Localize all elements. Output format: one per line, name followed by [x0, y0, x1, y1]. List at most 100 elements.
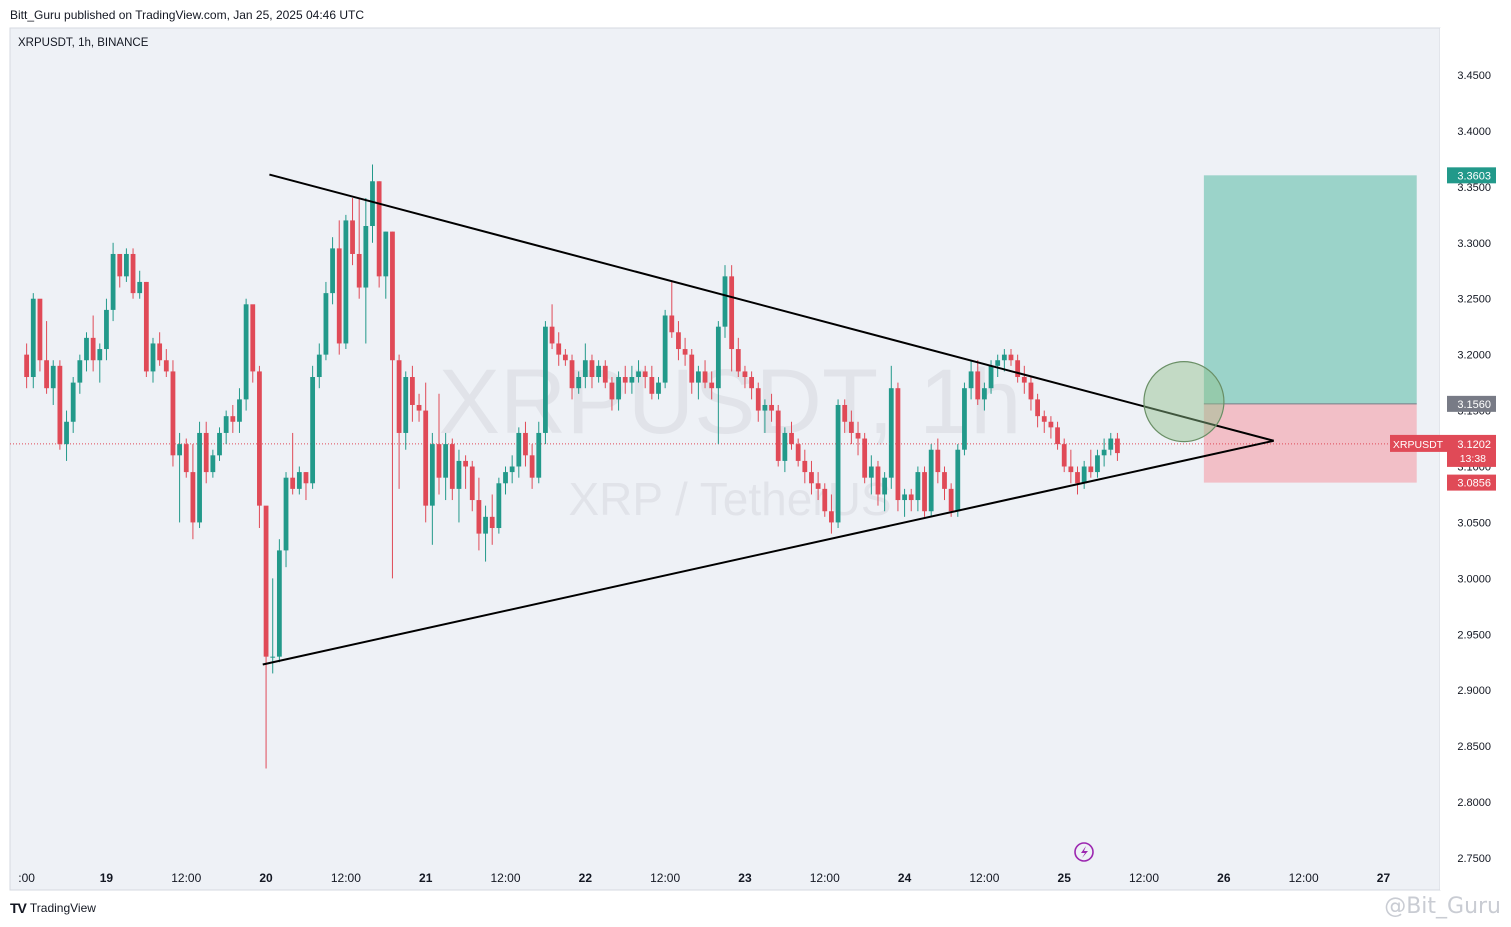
- candle: [962, 382, 967, 456]
- candle-body: [1048, 421, 1054, 428]
- candle-body: [137, 281, 143, 294]
- candle-body: [656, 382, 661, 394]
- candle: [875, 460, 881, 506]
- candle: [702, 360, 708, 389]
- candle: [536, 421, 542, 484]
- candle: [449, 438, 455, 501]
- candle: [795, 438, 801, 467]
- candle-body: [263, 505, 269, 657]
- candle: [183, 438, 189, 478]
- stop-zone[interactable]: [1203, 403, 1417, 483]
- candle: [396, 354, 402, 489]
- candle: [642, 365, 648, 389]
- candle: [77, 354, 83, 394]
- x-tick-label: :00: [18, 871, 35, 885]
- candle-body: [396, 360, 402, 433]
- tradingview-logo[interactable]: TV TradingView: [10, 900, 96, 916]
- y-tick-label: 3.0000: [1457, 573, 1491, 585]
- candle: [223, 410, 229, 445]
- candle-body: [875, 466, 881, 495]
- candle: [237, 388, 242, 433]
- candle: [170, 360, 176, 467]
- candle-body: [489, 516, 495, 529]
- candle-body: [283, 477, 289, 551]
- candle-body: [177, 444, 182, 456]
- candle-body: [223, 416, 229, 433]
- candle: [190, 444, 196, 540]
- y-tick-label: 3.2500: [1457, 294, 1491, 306]
- candle: [416, 393, 422, 422]
- candle: [316, 343, 322, 389]
- candle-body: [902, 494, 907, 501]
- candle: [110, 242, 116, 322]
- candle: [117, 253, 123, 288]
- candle: [715, 321, 721, 445]
- candle: [476, 477, 482, 551]
- candle-body: [230, 416, 236, 422]
- candle-body: [696, 371, 701, 383]
- candle: [296, 466, 302, 495]
- candle-body: [576, 377, 582, 389]
- breakout-highlight-circle[interactable]: [1143, 361, 1225, 443]
- candle: [882, 472, 888, 512]
- candle-body: [197, 432, 202, 523]
- upper-trendline[interactable]: [269, 173, 1274, 442]
- candle: [250, 304, 256, 383]
- candle-body: [77, 360, 83, 383]
- candle: [157, 332, 163, 366]
- candle-body: [569, 360, 575, 389]
- candle: [410, 365, 415, 422]
- y-tick-label: 2.8000: [1457, 797, 1491, 809]
- x-tick-label: 12:00: [331, 871, 361, 885]
- candle-body: [1075, 472, 1080, 484]
- candle-body: [370, 181, 375, 227]
- candle: [516, 427, 522, 478]
- target-zone[interactable]: [1203, 175, 1417, 404]
- candle-body: [90, 337, 96, 361]
- candle-body: [210, 455, 216, 473]
- candle-body: [429, 444, 435, 506]
- candle-body: [449, 444, 455, 489]
- candle-body: [1061, 444, 1067, 467]
- candle-body: [1028, 382, 1034, 400]
- candle: [848, 410, 854, 445]
- candle: [50, 360, 56, 405]
- candle: [509, 455, 515, 484]
- candle: [669, 281, 675, 338]
- y-tick-label: 3.4500: [1457, 70, 1491, 82]
- candle: [928, 444, 934, 517]
- candle: [197, 421, 202, 529]
- candle: [343, 214, 349, 350]
- candle-body: [64, 421, 69, 445]
- candle-body: [276, 550, 282, 657]
- alert-lightning-icon[interactable]: [1074, 842, 1094, 862]
- candle-body: [70, 382, 76, 422]
- candle-body: [636, 371, 641, 378]
- candle-body: [982, 388, 987, 400]
- candle: [350, 198, 355, 266]
- candle: [203, 421, 209, 484]
- lower-trendline[interactable]: [262, 439, 1274, 666]
- candle-body: [715, 326, 721, 389]
- x-tick-label: 12:00: [650, 871, 680, 885]
- candle-body: [356, 253, 362, 288]
- candle-body: [303, 472, 309, 484]
- candle: [1075, 466, 1080, 495]
- candle-body: [1095, 455, 1100, 473]
- candle: [616, 371, 621, 411]
- candle: [556, 332, 562, 366]
- x-tick-label: 12:00: [969, 871, 999, 885]
- candle-body: [935, 449, 941, 473]
- candle-body: [835, 404, 841, 523]
- candle-body: [722, 276, 728, 327]
- candle-body: [749, 377, 754, 389]
- candle: [942, 466, 947, 501]
- x-tick-label: 12:00: [1289, 871, 1319, 885]
- stop-price-tag: [1447, 474, 1496, 491]
- candle: [90, 315, 96, 372]
- candle: [1008, 349, 1014, 366]
- candle-body: [330, 248, 335, 294]
- candle: [662, 309, 668, 389]
- candle: [243, 298, 249, 411]
